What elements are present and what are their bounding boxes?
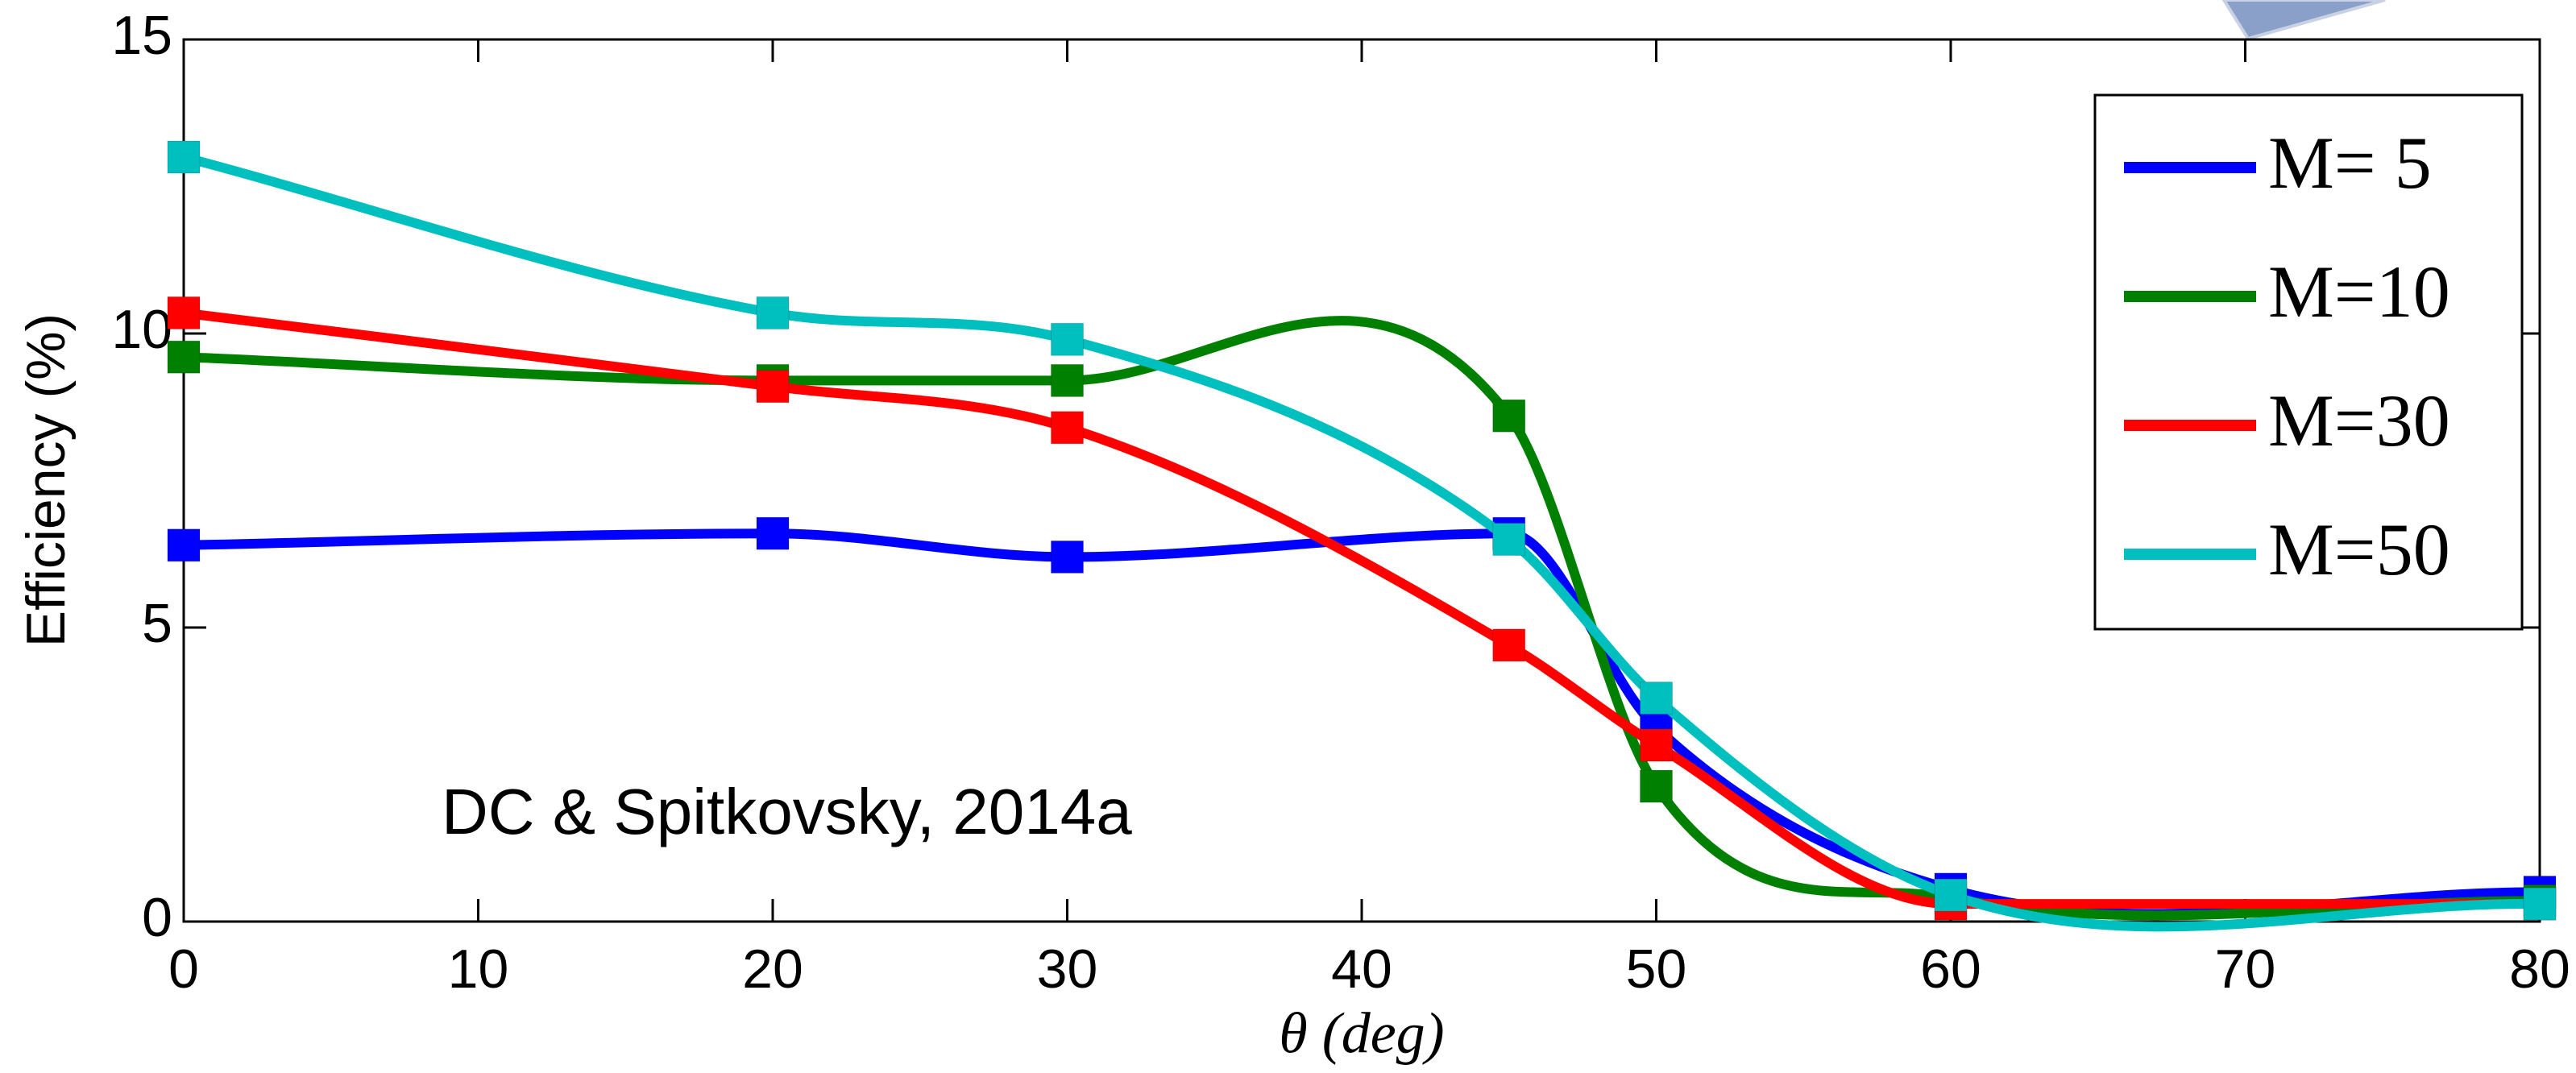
y-tick-label: 5 [142,593,172,654]
marker [1492,628,1526,662]
x-tick-label: 80 [2509,938,2570,1000]
decoration [2221,0,2386,41]
marker [1051,363,1084,397]
marker [1051,322,1084,356]
series-line [183,308,2540,909]
marker [756,516,790,550]
marker [167,340,201,374]
marker [167,140,201,174]
y-tick-label: 0 [142,887,172,948]
y-axis-label: Efficiency (%) [15,313,77,647]
y-tick-label: 10 [111,299,172,360]
marker [1051,411,1084,445]
x-tick-label: 70 [2215,938,2276,1000]
marker [167,296,201,329]
marker [1640,682,1673,715]
x-tick-label: 10 [448,938,509,1000]
marker [1492,523,1526,556]
marker [167,528,201,562]
x-tick-label: 20 [742,938,803,1000]
marker [1492,399,1526,433]
x-tick-label: 30 [1037,938,1098,1000]
legend-label: M=30 [2268,379,2450,462]
x-tick-label: 60 [1920,938,1981,1000]
legend-label: M=50 [2268,508,2450,590]
series-line [182,152,2541,932]
x-axis-label: θ (deg) [1279,1001,1444,1066]
annotation: DC & Spitkovsky, 2014a [442,776,1132,847]
marker [2523,887,2557,921]
marker [756,370,790,404]
x-tick-label: 50 [1626,938,1687,1000]
x-tick-label: 40 [1331,938,1392,1000]
legend-box [2093,93,2524,631]
legend-label: M=10 [2268,251,2450,333]
marker [756,296,790,329]
x-tick-label: 0 [168,938,199,1000]
legend-label: M= 5 [2268,122,2432,204]
marker [1640,769,1673,803]
marker [1934,878,1968,912]
marker [1640,728,1673,762]
marker [1051,540,1084,574]
y-tick-label: 15 [111,5,172,66]
